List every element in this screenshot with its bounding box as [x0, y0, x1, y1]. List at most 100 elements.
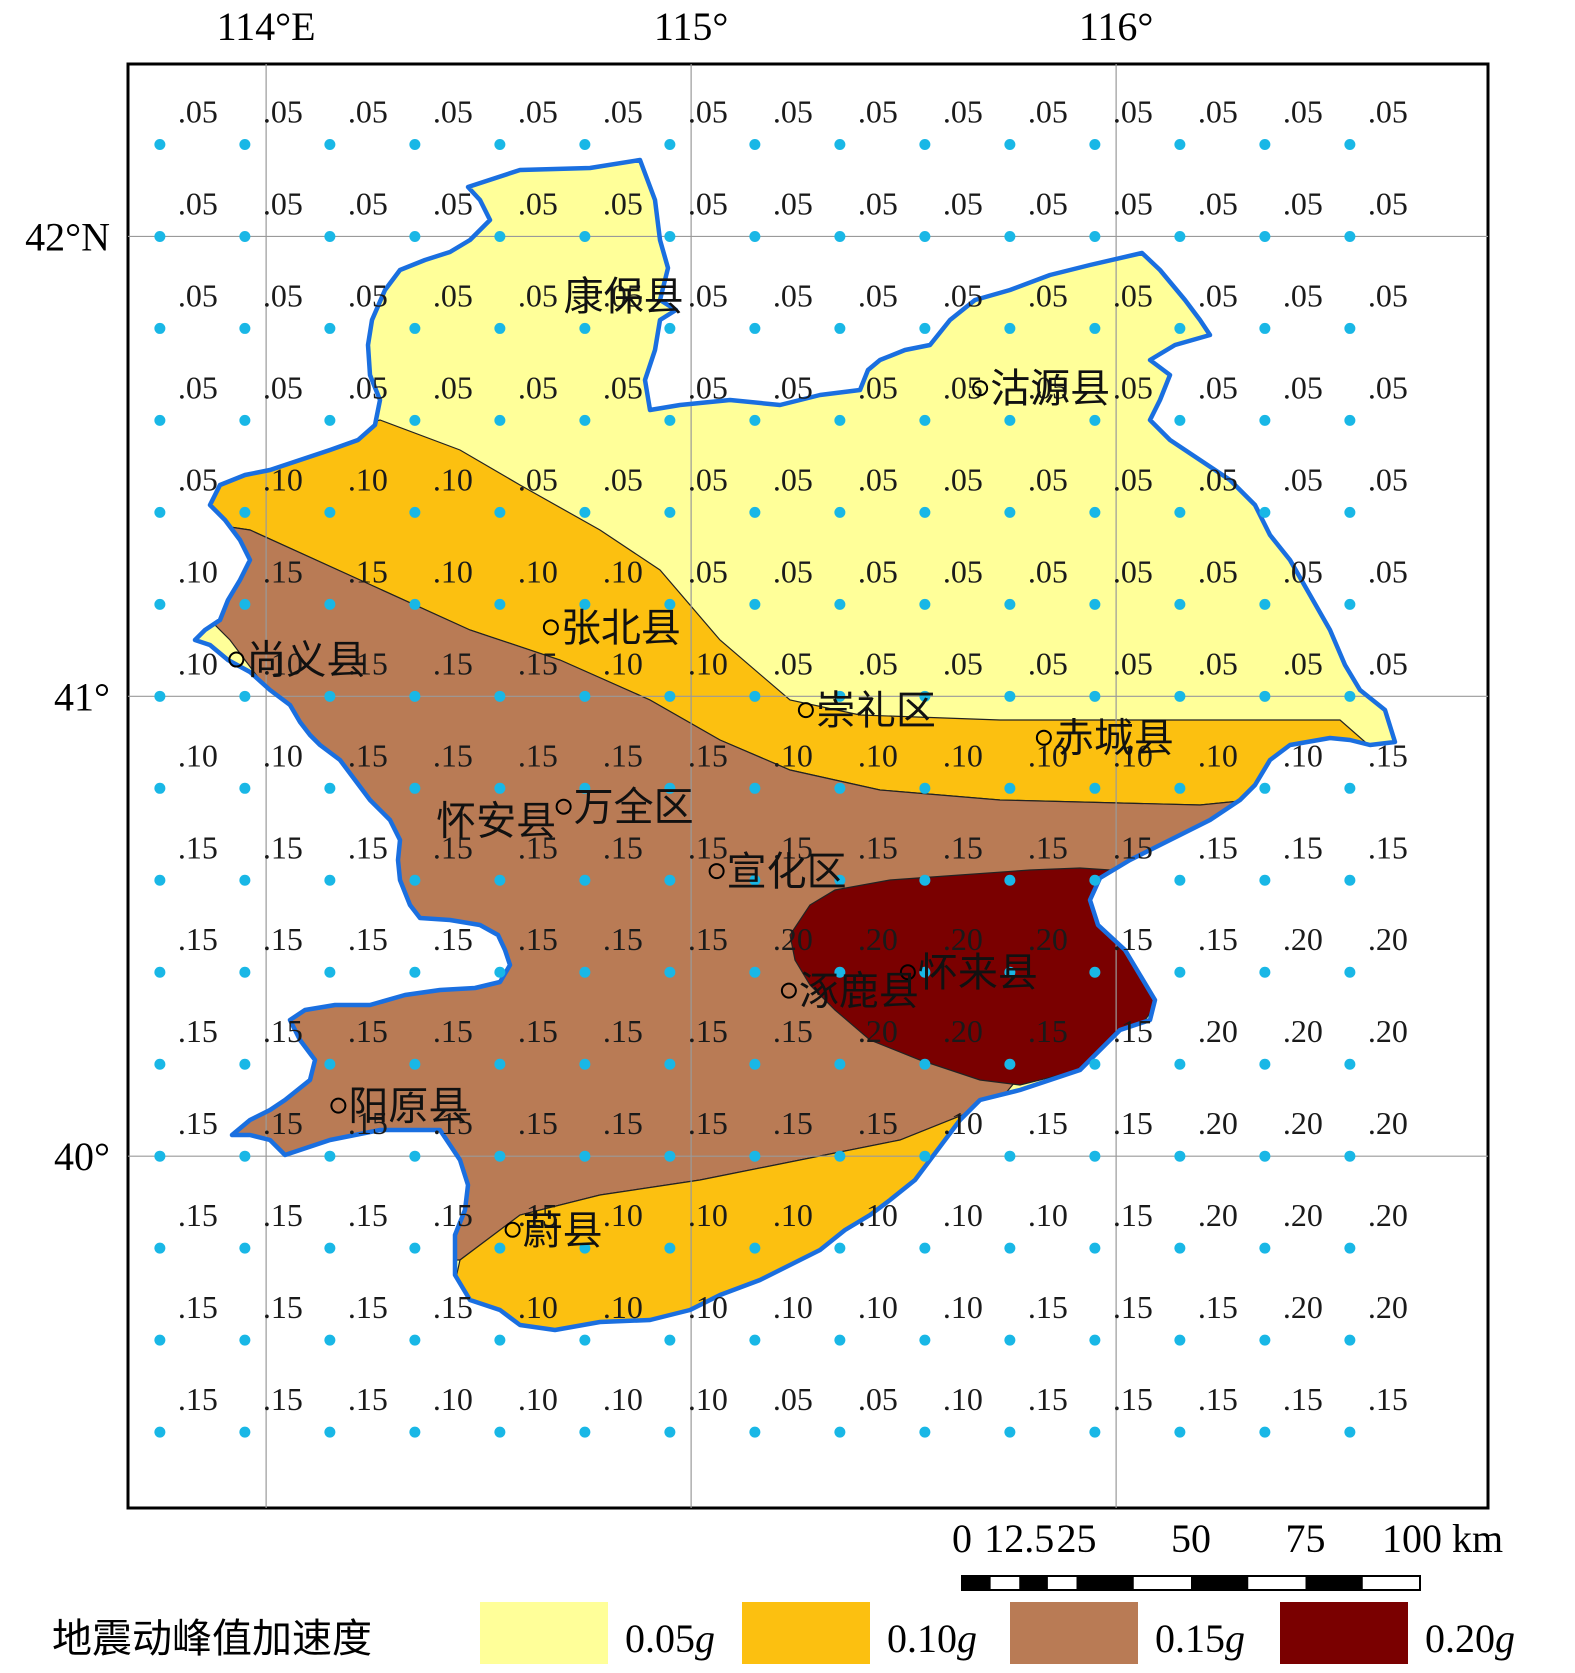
grid-value-label: .05 [1283, 185, 1323, 221]
grid-value-label: .05 [1028, 645, 1068, 681]
grid-dot [834, 690, 846, 702]
grid-dot [1344, 1426, 1356, 1438]
grid-point: .05 [579, 185, 643, 242]
grid-point: .15 [834, 1105, 898, 1162]
grid-point: .05 [239, 93, 303, 150]
grid-value-label: .15 [603, 829, 643, 865]
grid-value-label: .10 [263, 737, 303, 773]
grid-dot [919, 414, 931, 426]
grid-dot [154, 598, 166, 610]
grid-dot [1344, 138, 1356, 150]
grid-point: .15 [1089, 1105, 1153, 1162]
grid-point: .05 [834, 93, 898, 150]
grid-point: .15 [154, 1197, 218, 1254]
grid-dot [834, 1058, 846, 1070]
grid-dot [834, 322, 846, 334]
grid-dot [919, 1242, 931, 1254]
grid-value-label: .10 [943, 1197, 983, 1233]
grid-dot [919, 322, 931, 334]
grid-point: .15 [324, 1381, 388, 1438]
grid-value-label: .15 [1028, 1381, 1068, 1417]
grid-value-label: .15 [263, 1197, 303, 1233]
grid-dot [664, 1150, 676, 1162]
grid-dot [154, 874, 166, 886]
grid-dot [239, 230, 251, 242]
grid-value-label: .05 [1283, 461, 1323, 497]
grid-point: .05 [749, 461, 813, 518]
place-marker-icon [504, 1221, 521, 1238]
grid-dot [1089, 874, 1101, 886]
grid-value-label: .15 [433, 1105, 473, 1141]
grid-point: .15 [1089, 829, 1153, 886]
grid-dot [1344, 598, 1356, 610]
grid-value-label: .05 [433, 277, 473, 313]
grid-dot [494, 1150, 506, 1162]
grid-value-label: .05 [858, 277, 898, 313]
grid-dot [1259, 690, 1271, 702]
grid-dot [1344, 414, 1356, 426]
grid-point: .15 [154, 829, 218, 886]
grid-value-label: .05 [1283, 369, 1323, 405]
grid-point: .15 [834, 829, 898, 886]
grid-point: .15 [1089, 1289, 1153, 1346]
grid-point: .05 [409, 277, 473, 334]
grid-point: .05 [749, 277, 813, 334]
grid-point: .05 [664, 553, 728, 610]
grid-value-label: .05 [178, 461, 218, 497]
grid-dot [1089, 782, 1101, 794]
grid-dot [1004, 1150, 1016, 1162]
grid-dot [409, 966, 421, 978]
grid-dot [324, 966, 336, 978]
grid-value-label: .15 [433, 829, 473, 865]
grid-value-label: .15 [1283, 829, 1323, 865]
grid-value-label: .05 [348, 93, 388, 129]
grid-value-label: .15 [603, 1105, 643, 1141]
grid-point: .05 [919, 553, 983, 610]
grid-dot [154, 1150, 166, 1162]
grid-value-label: .05 [518, 369, 558, 405]
grid-dot [324, 782, 336, 794]
grid-point: .15 [409, 829, 473, 886]
grid-value-label: .05 [1198, 93, 1238, 129]
grid-dot [494, 598, 506, 610]
grid-value-label: .15 [603, 921, 643, 957]
grid-point: .15 [494, 921, 558, 978]
grid-point: .05 [409, 93, 473, 150]
grid-dot [1344, 1150, 1356, 1162]
grid-dot [919, 1334, 931, 1346]
grid-point: .20 [1174, 1197, 1238, 1254]
grid-dot [579, 1058, 591, 1070]
grid-value-label: .15 [348, 1105, 388, 1141]
grid-point: .05 [834, 645, 898, 702]
grid-point: .05 [1004, 461, 1068, 518]
grid-point: .15 [154, 1105, 218, 1162]
grid-dot [1089, 1150, 1101, 1162]
grid-point: .05 [494, 461, 558, 518]
grid-point: .05 [1259, 553, 1323, 610]
grid-value-label: .15 [1368, 737, 1408, 773]
grid-point: .05 [154, 185, 218, 242]
grid-point: .20 [919, 921, 983, 978]
scale-bar-segment [1191, 1576, 1249, 1590]
place-name: 万全区 [574, 785, 694, 831]
grid-value-label: .15 [688, 921, 728, 957]
grid-value-label: .15 [1113, 1013, 1153, 1049]
grid-point: .05 [1004, 369, 1068, 426]
grid-value-label: .05 [858, 461, 898, 497]
grid-value-label: .05 [518, 185, 558, 221]
grid-point: .15 [324, 1197, 388, 1254]
grid-value-label: .05 [263, 185, 303, 221]
grid-dot [1004, 414, 1016, 426]
grid-dot [1089, 690, 1101, 702]
grid-dot [834, 966, 846, 978]
grid-dot [579, 322, 591, 334]
grid-point: .05 [324, 369, 388, 426]
grid-value-label: .15 [263, 1105, 303, 1141]
grid-point: .15 [154, 1013, 218, 1070]
grid-point: .15 [239, 1105, 303, 1162]
place-4: 崇礼区 [797, 688, 936, 734]
legend-item-2: 0.15g [1010, 1602, 1245, 1664]
legend-swatch [1280, 1602, 1408, 1664]
grid-dot [154, 414, 166, 426]
grid-point: .20 [1344, 921, 1408, 978]
